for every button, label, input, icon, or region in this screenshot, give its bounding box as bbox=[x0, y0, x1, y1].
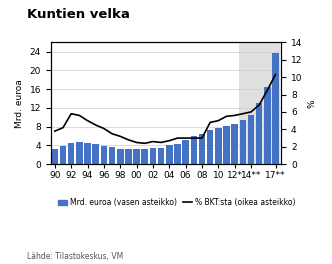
Bar bbox=[51, 149, 58, 164]
Bar bbox=[174, 144, 181, 164]
Bar bbox=[101, 146, 107, 164]
Bar bbox=[158, 148, 164, 164]
Bar bbox=[92, 144, 99, 164]
Bar bbox=[256, 103, 262, 164]
Bar bbox=[68, 143, 74, 164]
Bar bbox=[76, 142, 83, 164]
Bar bbox=[248, 115, 254, 164]
Bar bbox=[199, 134, 205, 164]
Bar bbox=[117, 149, 124, 164]
Bar bbox=[264, 87, 271, 164]
Bar bbox=[272, 53, 279, 164]
Bar bbox=[84, 143, 91, 164]
Bar bbox=[125, 149, 132, 164]
Bar bbox=[133, 149, 140, 164]
Bar bbox=[60, 147, 66, 164]
Bar bbox=[150, 148, 156, 164]
Bar bbox=[223, 126, 230, 164]
Y-axis label: Mrd. euroa: Mrd. euroa bbox=[15, 79, 24, 128]
Bar bbox=[215, 128, 221, 164]
Bar bbox=[191, 136, 197, 164]
Bar bbox=[239, 42, 280, 164]
Bar bbox=[141, 149, 148, 164]
Y-axis label: %: % bbox=[308, 99, 317, 107]
Bar bbox=[240, 120, 246, 164]
Bar bbox=[182, 140, 189, 164]
Bar bbox=[231, 124, 238, 164]
Text: Lähde: Tilastokeskus, VM: Lähde: Tilastokeskus, VM bbox=[27, 252, 123, 261]
Legend: Mrd. euroa (vasen asteikko), % BKT:sta (oikea asteikko): Mrd. euroa (vasen asteikko), % BKT:sta (… bbox=[54, 195, 299, 210]
Bar bbox=[207, 130, 213, 164]
Bar bbox=[109, 147, 115, 164]
Text: Kuntien velka: Kuntien velka bbox=[27, 8, 129, 21]
Bar bbox=[166, 145, 173, 164]
